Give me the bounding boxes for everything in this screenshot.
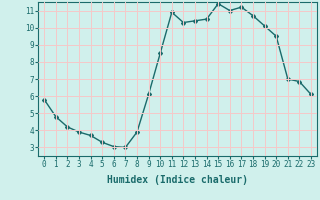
X-axis label: Humidex (Indice chaleur): Humidex (Indice chaleur) (107, 175, 248, 185)
